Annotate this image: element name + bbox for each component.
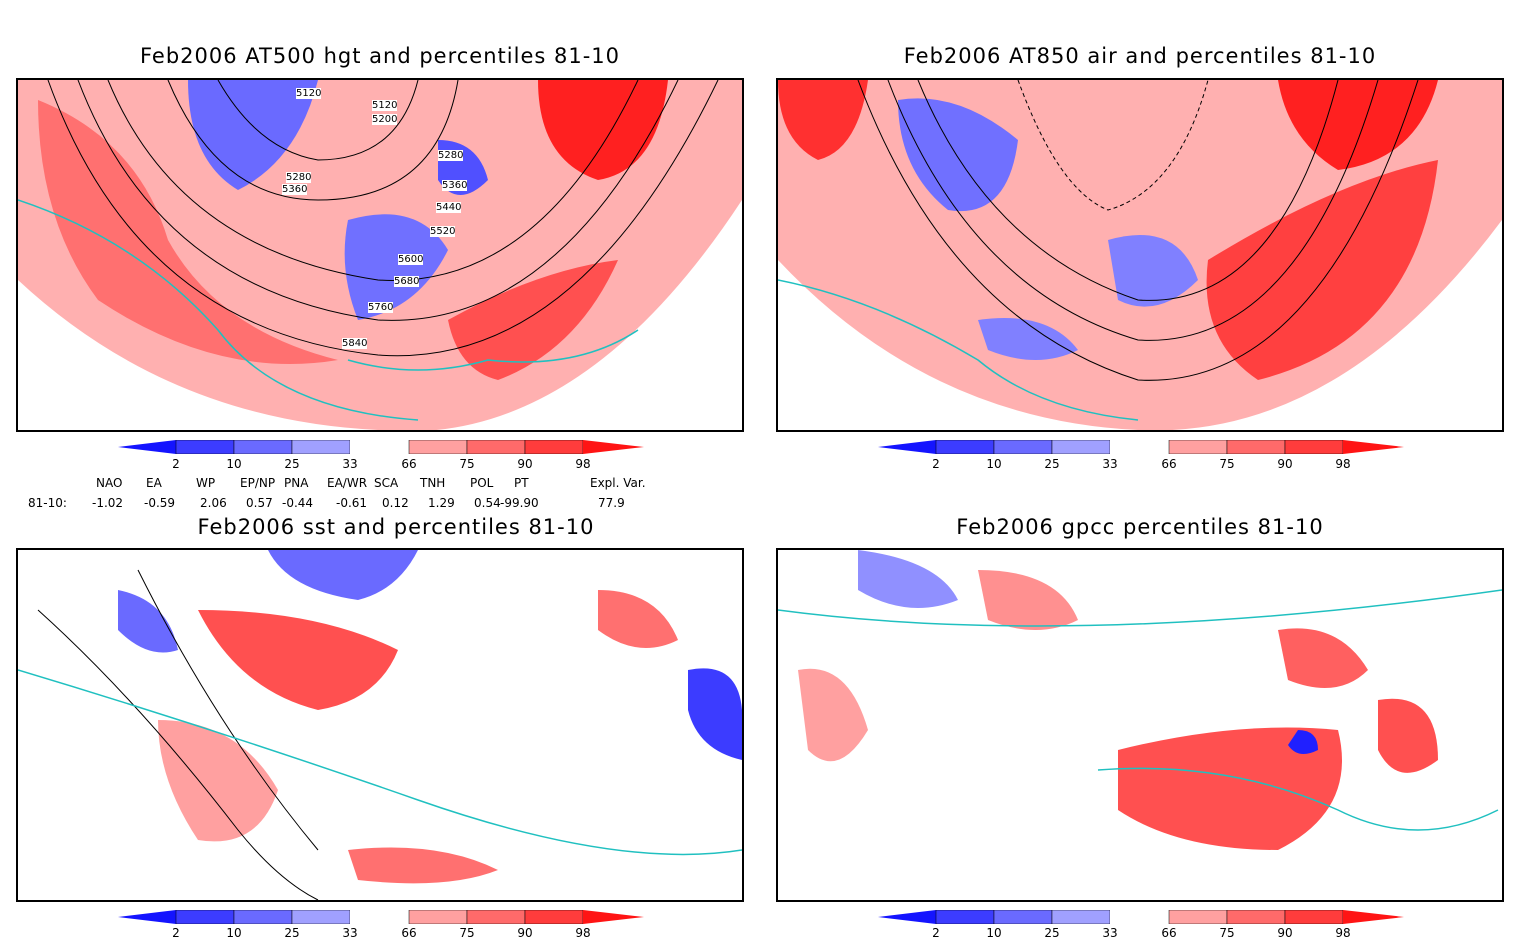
index-header: EA/WR	[327, 476, 368, 490]
cbar-label: 25	[1044, 926, 1060, 940]
index-header: EP/NP	[240, 476, 276, 490]
map-hgt-svg	[18, 80, 742, 430]
cbar-label: 25	[1044, 457, 1060, 471]
colorbar-seg	[118, 440, 176, 454]
index-header: NAO	[96, 476, 123, 490]
colorbar-labels-bottom-right: 2 10 25 33 66 75 90 98	[878, 926, 1404, 940]
map-panel-air	[776, 78, 1504, 432]
panel-title-air: Feb2006 AT850 air and percentiles 81-10	[903, 44, 1377, 68]
index-value: -0.61	[336, 496, 368, 510]
cbar-label: 98	[1335, 926, 1351, 940]
cbar-label: 33	[342, 457, 358, 471]
map-air-svg	[778, 80, 1502, 430]
colorbar-labels-bottom-left: 2 10 25 33 66 75 90 98	[118, 926, 644, 940]
cbar-label: 90	[517, 457, 533, 471]
index-header: POL	[470, 476, 494, 490]
index-value: 1.29	[428, 496, 455, 510]
cbar-label: 98	[575, 926, 591, 940]
index-row-label: 81-10:	[28, 496, 67, 510]
cbar-label: 90	[1277, 926, 1293, 940]
index-value: 0.57	[246, 496, 273, 510]
map-sst-svg	[18, 550, 742, 900]
index-header: TNH	[420, 476, 446, 490]
cbar-label: 2	[172, 926, 180, 940]
colorbar-labels-top-right: 2 10 25 33 66 75 90 98	[878, 457, 1404, 473]
index-header: EA	[146, 476, 162, 490]
index-value: -0.44	[282, 496, 314, 510]
map-gpcc-svg	[778, 550, 1502, 900]
cbar-label: 25	[284, 926, 300, 940]
cbar-label: 33	[342, 926, 358, 940]
panel-title-hgt: Feb2006 AT500 hgt and percentiles 81-10	[139, 44, 620, 68]
colorbar-top-right	[878, 440, 1404, 454]
colorbar-bottom-left	[118, 910, 644, 924]
cbar-label: 75	[1219, 926, 1235, 940]
cbar-label: 10	[986, 457, 1002, 471]
cbar-label: 2	[932, 457, 940, 471]
colorbar-bottom-right	[878, 910, 1404, 924]
panel-title-gpcc: Feb2006 gpcc percentiles 81-10	[956, 515, 1324, 539]
cbar-label: 75	[1219, 457, 1235, 471]
index-header: PNA	[284, 476, 309, 490]
cbar-label: 10	[986, 926, 1002, 940]
index-header: SCA	[374, 476, 399, 490]
cbar-label: 98	[575, 457, 591, 471]
cbar-label: 66	[401, 457, 417, 471]
index-value: 0.12	[382, 496, 409, 510]
index-header: WP	[196, 476, 216, 490]
panel-title-sst: Feb2006 sst and percentiles 81-10	[197, 515, 595, 539]
index-header: Expl. Var.	[590, 476, 646, 490]
cbar-label: 66	[1161, 926, 1177, 940]
map-panel-gpcc	[776, 548, 1504, 902]
cbar-label: 66	[401, 926, 417, 940]
cbar-label: 90	[1277, 457, 1293, 471]
colorbar-labels-top-left: 2 10 25 33 66 75 90 98	[118, 457, 644, 473]
map-panel-hgt	[16, 78, 744, 432]
cbar-label: 75	[459, 457, 475, 471]
cbar-label: 98	[1335, 457, 1351, 471]
indices-table: NAO EA WP EP/NP PNA EA/WR SCA TNH POL PT…	[20, 474, 740, 510]
index-value: 77.9	[598, 496, 625, 510]
cbar-label: 10	[226, 457, 242, 471]
index-value: -99.90	[500, 496, 539, 510]
index-value: -1.02	[92, 496, 124, 510]
cbar-label: 2	[932, 926, 940, 940]
cbar-label: 33	[1102, 457, 1118, 471]
index-header: PT	[514, 476, 529, 490]
cbar-label: 66	[1161, 457, 1177, 471]
map-panel-sst	[16, 548, 744, 902]
cbar-label: 2	[172, 457, 180, 471]
cbar-label: 33	[1102, 926, 1118, 940]
colorbar-top-left	[118, 440, 644, 454]
cbar-label: 75	[459, 926, 475, 940]
cbar-label: 25	[284, 457, 300, 471]
cbar-label: 90	[517, 926, 533, 940]
cbar-label: 10	[226, 926, 242, 940]
index-value: 0.54	[474, 496, 501, 510]
index-value: -0.59	[144, 496, 176, 510]
index-value: 2.06	[200, 496, 227, 510]
